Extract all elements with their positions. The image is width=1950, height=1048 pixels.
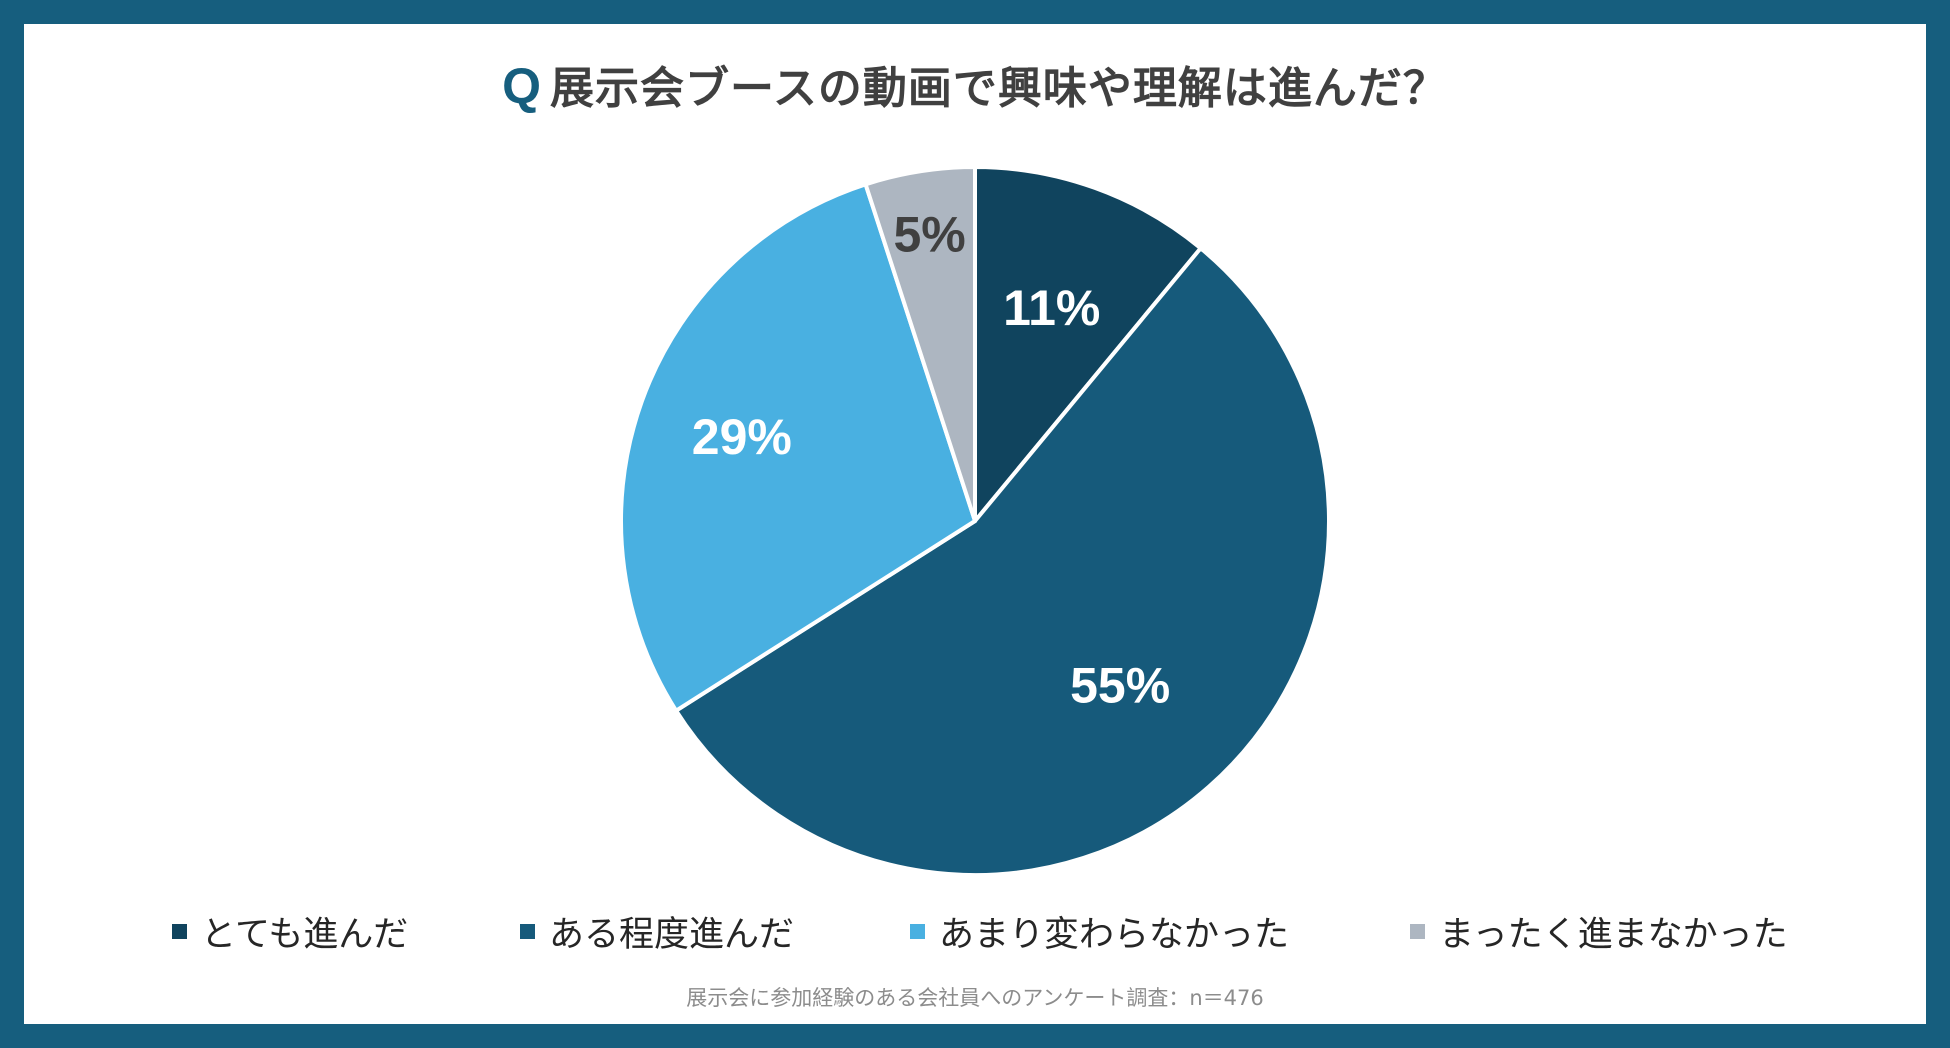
pie-slice-1	[973, 165, 1203, 523]
legend-swatch-1	[172, 924, 187, 939]
survey-footnote: 展示会に参加経験のある会社員へのアンケート調査：n＝476	[686, 986, 1264, 1010]
title-q-mark: Q	[502, 58, 543, 114]
legend-label-2: ある程度進んだ	[549, 915, 795, 955]
pie-slice-3	[619, 182, 977, 713]
legend-swatch-4	[1410, 924, 1425, 939]
legend-label-4: まったく進まなかった	[1439, 915, 1788, 955]
slice-label-2: 55%	[1070, 658, 1170, 714]
legend: とても進んだ ある程度進んだ あまり変わらなかった まったく進まなかった	[0, 906, 1950, 962]
legend-item-4: まったく進まなかった	[1410, 906, 1788, 957]
legend-item-2: ある程度進んだ	[520, 906, 794, 957]
legend-label-1: とても進んだ	[201, 915, 409, 955]
chart-title: Q 展示会ブースの動画で興味や理解は進んだ？	[0, 52, 1950, 116]
title-text: 展示会ブースの動画で興味や理解は進んだ？	[550, 63, 1448, 114]
legend-swatch-3	[910, 924, 925, 939]
slice-label-4: 5%	[893, 206, 965, 262]
legend-swatch-2	[520, 924, 535, 939]
legend-label-3: あまり変わらなかった	[939, 915, 1290, 955]
legend-item-3: あまり変わらなかった	[910, 906, 1289, 957]
pie-slice-2	[674, 246, 1331, 877]
legend-item-1: とても進んだ	[172, 906, 408, 957]
slice-label-3: 29%	[692, 409, 792, 465]
slice-label-1: 11%	[1003, 280, 1100, 336]
pie-slice-4	[863, 165, 977, 523]
